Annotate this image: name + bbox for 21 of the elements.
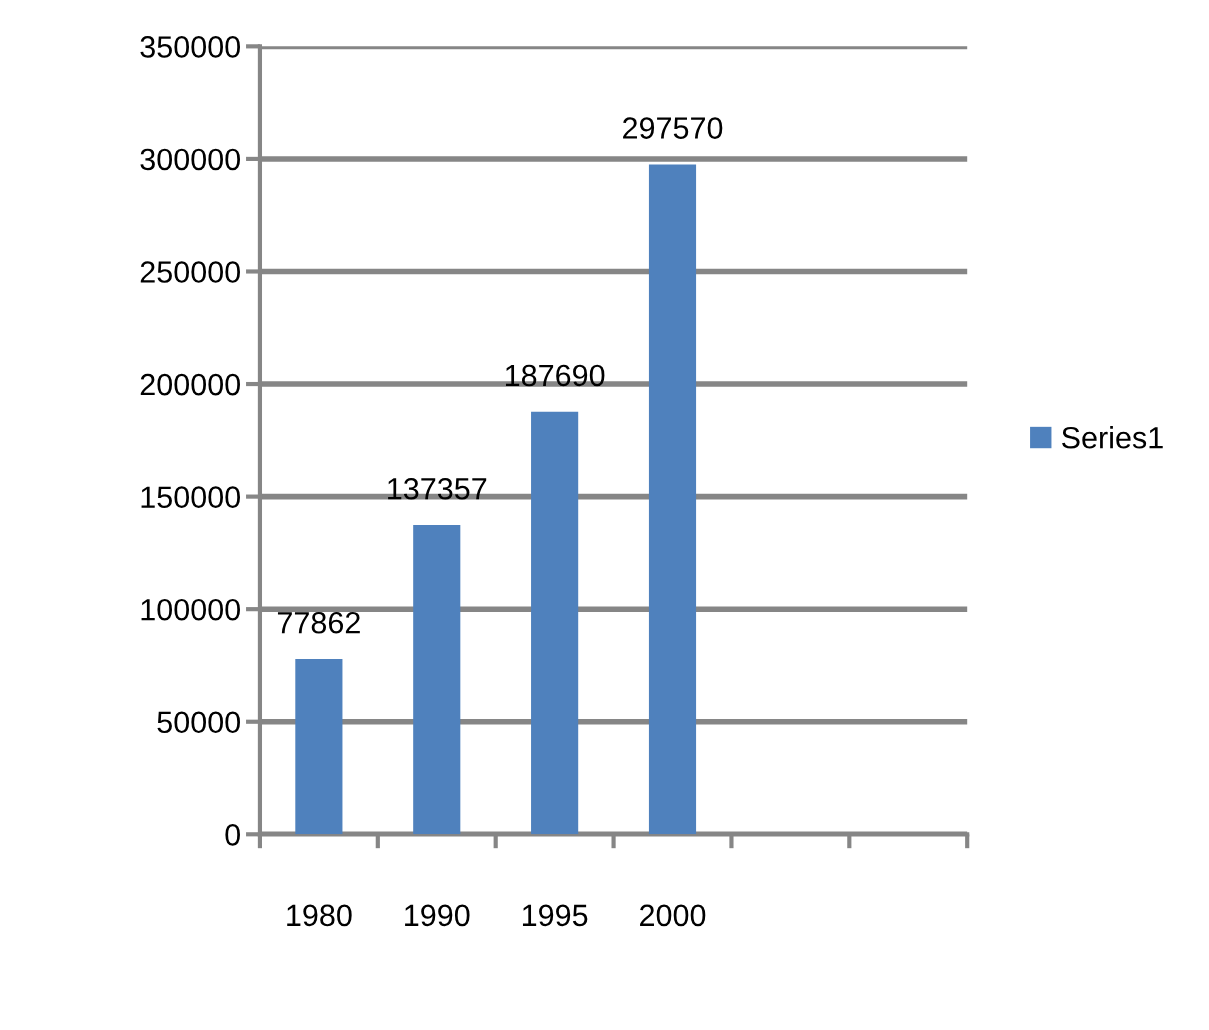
x-tick-label: 1980 [287, 904, 352, 927]
bar [295, 659, 343, 835]
y-tick-label: 0 [225, 824, 240, 846]
y-tick-label: 250000 [140, 261, 240, 283]
y-tick-label: 200000 [140, 373, 240, 396]
data-label: 77862 [277, 611, 360, 634]
y-tick-label: 150000 [141, 486, 240, 508]
data-label: 297570 [623, 117, 723, 139]
x-tick-label: 1995 [522, 904, 588, 927]
bar [648, 164, 697, 835]
data-label: 137357 [388, 477, 487, 500]
x-tick-label: 2000 [640, 904, 706, 927]
bar [413, 525, 461, 835]
y-tick-label: 300000 [140, 148, 240, 171]
y-tick-label: 350000 [140, 36, 240, 58]
y-tick-label: 100000 [141, 598, 240, 621]
data-label: 187690 [505, 364, 605, 387]
bar [531, 411, 579, 835]
x-tick-label: 1990 [405, 904, 470, 927]
y-tick-label: 50000 [157, 711, 240, 734]
legend-label: Series1 [1062, 426, 1163, 449]
